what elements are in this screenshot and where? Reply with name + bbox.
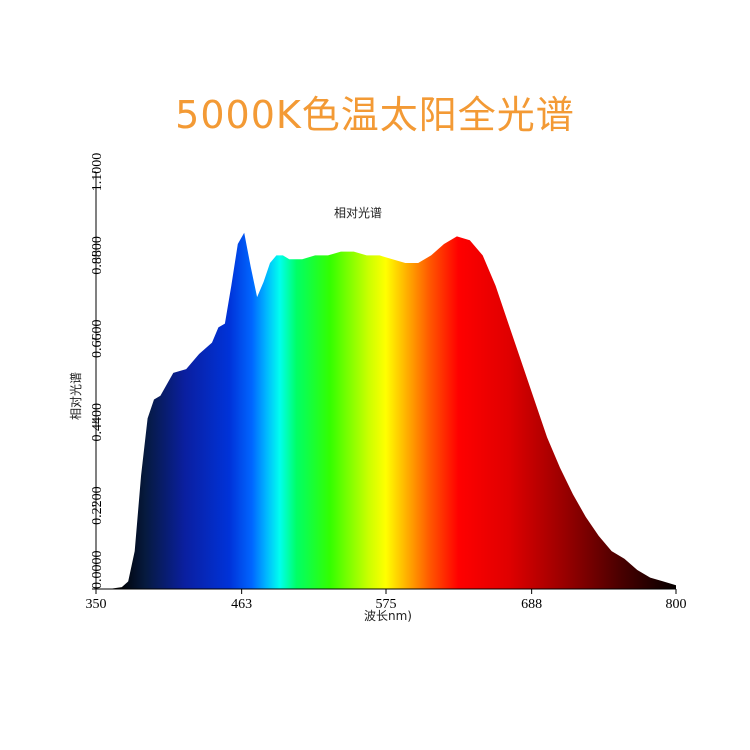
y-tick-label: 0.8800 — [90, 236, 105, 275]
y-tick-label: 0.0000 — [90, 551, 105, 590]
y-tick-label: 0.2200 — [90, 486, 105, 524]
y-tick-label: 1.1000 — [90, 153, 105, 192]
y-axis-label: 相对光谱 — [69, 372, 83, 420]
x-axis-label: 波长nm) — [364, 609, 412, 623]
chart-title: 相对光谱 — [334, 206, 382, 220]
x-tick-label: 463 — [231, 597, 252, 612]
y-axis-ticks: 0.0000 0.2200 0.4400 0.6600 0.8800 1.1000 — [90, 153, 105, 590]
spectrum-area — [96, 232, 676, 589]
x-axis-ticks: 350 463 575 688 800 — [86, 589, 687, 612]
x-tick-label: 575 — [376, 597, 397, 612]
headline: 5000K色温太阳全光谱 — [175, 93, 575, 137]
x-tick-label: 688 — [521, 597, 542, 612]
x-tick-label: 350 — [86, 597, 107, 612]
x-tick-label: 800 — [666, 597, 687, 612]
y-tick-label: 0.6600 — [90, 320, 105, 359]
y-tick-label: 0.4400 — [90, 403, 105, 442]
